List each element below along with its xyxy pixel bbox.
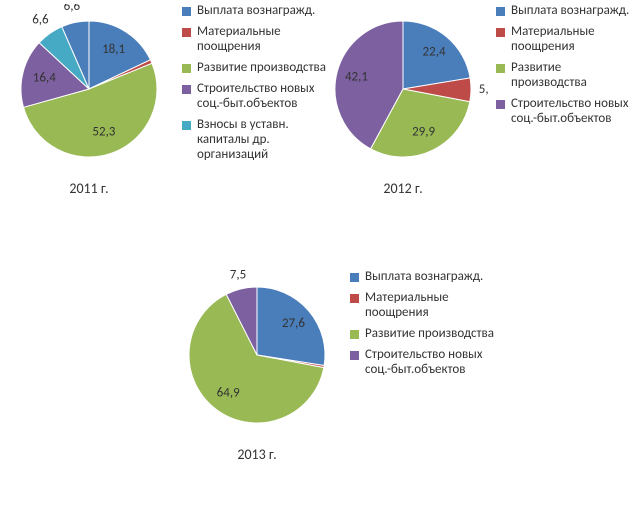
pie-slice-label: 16,4 — [33, 70, 56, 85]
legend-label: Развитие производства — [511, 61, 638, 91]
legend-swatch — [182, 121, 191, 130]
pie-slice-label: 18,1 — [102, 42, 125, 57]
legend-item: Развитие производства — [496, 61, 638, 91]
legend-item: Взносы в уставн. капиталы др. организаци… — [182, 118, 332, 163]
legend-swatch — [182, 7, 191, 16]
legend-swatch — [182, 28, 191, 37]
legend-label: Строительство новых соц.-быт.объектов — [365, 348, 500, 378]
legend-swatch — [496, 100, 505, 109]
pie-chart: 18,1 52,3 16,4 6,6 6,6 — [4, 4, 174, 174]
legend-swatch — [350, 273, 359, 282]
legend-item: Развитие производства — [350, 327, 500, 342]
pie-slice-label: 42,1 — [345, 69, 368, 84]
pie-slice-label: 22,4 — [423, 45, 446, 60]
pie-slice-label: 7,5 — [230, 270, 246, 282]
legend-item: Строительство новых соц.-быт.объектов — [496, 97, 638, 127]
chart-title: 2012 г. — [383, 180, 422, 197]
legend-swatch — [496, 7, 505, 16]
legend-label: Строительство новых соц.-быт.объектов — [511, 97, 638, 127]
pie-slice-label: 64,9 — [217, 385, 240, 400]
chart-title: 2011 г. — [69, 180, 108, 197]
legend-label: Развитие производства — [365, 327, 500, 342]
chart-panel-c2011: 18,1 52,3 16,4 6,6 6,6 2011 г. Выплата вознагр… — [4, 4, 332, 197]
chart-title: 2013 г. — [237, 446, 276, 463]
legend-swatch — [350, 294, 359, 303]
legend-item: Материальные поощрения — [182, 25, 332, 55]
legend-label: Развитие производства — [197, 61, 332, 76]
legend-label: Взносы в уставн. капиталы др. организаци… — [197, 118, 332, 163]
chart-wrap: 27,6 64,9 7,5 2013 г. — [172, 270, 342, 463]
legend-item: Выплата вознагражд. — [350, 270, 500, 285]
legend-label: Выплата вознагражд. — [365, 270, 500, 285]
legend-item: Строительство новых соц.-быт.объектов — [350, 348, 500, 378]
legend-label: Материальные поощрения — [197, 25, 332, 55]
legend-item: Выплата вознагражд. — [182, 4, 332, 19]
legend-item: Развитие производства — [182, 61, 332, 76]
chart-panel-c2012: 22,4 5,6 29,9 42,1 2012 г. Выплата вознагражд… — [318, 4, 638, 197]
legend-item: Материальные поощрения — [496, 25, 638, 55]
legend-swatch — [182, 64, 191, 73]
legend-label: Выплата вознагражд. — [511, 4, 638, 19]
pie-chart: 22,4 5,6 29,9 42,1 — [318, 4, 488, 174]
legend-item: Материальные поощрения — [350, 291, 500, 321]
pie-slice-label: 27,6 — [282, 316, 305, 331]
pie-slice-label: 5,6 — [479, 82, 488, 97]
chart-wrap: 18,1 52,3 16,4 6,6 6,6 2011 г. — [4, 4, 174, 197]
legend-swatch — [350, 351, 359, 360]
pie-slice-label: 6,6 — [64, 4, 81, 14]
pie-slice-label: 6,6 — [32, 13, 49, 28]
chart-wrap: 22,4 5,6 29,9 42,1 2012 г. — [318, 4, 488, 197]
legend-swatch — [182, 85, 191, 94]
legend-label: Материальные поощрения — [511, 25, 638, 55]
legend-swatch — [350, 330, 359, 339]
pie-chart: 27,6 64,9 7,5 — [172, 270, 342, 440]
legend-item: Выплата вознагражд. — [496, 4, 638, 19]
pie-slice-label: 29,9 — [412, 124, 435, 139]
legend-swatch — [496, 64, 505, 73]
legend-label: Выплата вознагражд. — [197, 4, 332, 19]
chart-panel-c2013: 27,6 64,9 7,5 2013 г. Выплата вознагражд. Мат… — [172, 270, 500, 463]
legend: Выплата вознагражд. Материальные поощрени… — [488, 4, 638, 127]
legend-item: Строительство новых соц.-быт.объектов — [182, 82, 332, 112]
pie-slice-label: 52,3 — [92, 125, 115, 140]
legend-label: Материальные поощрения — [365, 291, 500, 321]
legend: Выплата вознагражд. Материальные поощрени… — [342, 270, 500, 378]
legend: Выплата вознагражд. Материальные поощрени… — [174, 4, 332, 162]
legend-swatch — [496, 28, 505, 37]
legend-label: Строительство новых соц.-быт.объектов — [197, 82, 332, 112]
